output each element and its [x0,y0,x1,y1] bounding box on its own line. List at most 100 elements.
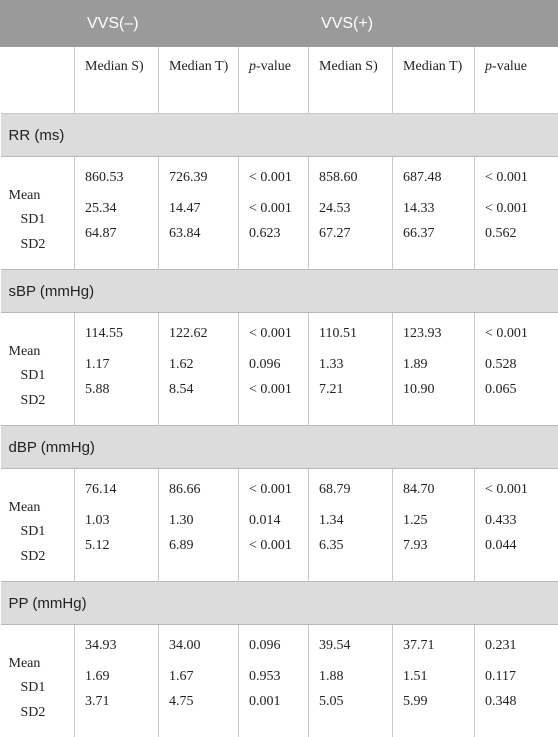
value-mean: 68.79 [319,481,388,512]
value-sd2: < 0.001 [249,537,304,562]
row-label-mean: Mean [7,343,71,367]
value-mean: 110.51 [319,325,388,356]
value-mean: < 0.001 [485,481,555,512]
section-title: RR (ms) [1,114,558,157]
value-sd2: 0.623 [249,225,304,250]
value-sd1: 1.17 [85,356,154,381]
value-sd1: 0.117 [485,668,555,693]
value-sd2: 7.21 [319,381,388,406]
value-sd1: 0.528 [485,356,555,381]
value-sd1: 24.53 [319,200,388,225]
value-mean: 0.096 [249,637,304,668]
value-sd1: 1.62 [169,356,234,381]
value-sd1: 1.30 [169,512,234,537]
value-sd2: 3.71 [85,693,154,718]
value-sd1: 0.953 [249,668,304,693]
row-label-sd2: SD2 [7,548,71,573]
value-mean: 858.60 [319,169,388,200]
value-mean: < 0.001 [249,481,304,512]
col-header-p-value: p-value [475,47,558,114]
value-sd1: 1.25 [403,512,470,537]
value-mean: < 0.001 [485,325,555,356]
value-sd1: 1.88 [319,668,388,693]
value-sd1: 0.433 [485,512,555,537]
row-label-sd2: SD2 [7,704,71,729]
row-label-mean: Mean [7,655,71,679]
value-sd2: 10.90 [403,381,470,406]
value-sd2: 5.88 [85,381,154,406]
row-label-mean: Mean [7,187,71,211]
section-title: dBP (mmHg) [1,426,558,469]
value-mean: < 0.001 [485,169,555,200]
value-sd2: < 0.001 [249,381,304,406]
section-title: sBP (mmHg) [1,270,558,313]
value-sd2: 6.35 [319,537,388,562]
value-mean: 122.62 [169,325,234,356]
value-mean: 726.39 [169,169,234,200]
value-sd2: 5.99 [403,693,470,718]
group-header-vvs-negative: VVS(–) [75,1,309,47]
value-mean: 114.55 [85,325,154,356]
section-header-row: RR (ms) [1,114,558,157]
value-sd1: 1.67 [169,668,234,693]
value-sd1: 0.096 [249,356,304,381]
value-sd2: 8.54 [169,381,234,406]
row-label-sd1: SD1 [7,679,71,704]
col-header-p-value: p-value [239,47,309,114]
p-suffix: -value [256,59,291,74]
value-mean: 37.71 [403,637,470,668]
value-sd2: 66.37 [403,225,470,250]
value-mean: 123.93 [403,325,470,356]
value-mean: 34.00 [169,637,234,668]
value-sd1: 1.51 [403,668,470,693]
value-mean: 84.70 [403,481,470,512]
value-sd2: 6.89 [169,537,234,562]
row-label-sd1: SD1 [7,523,71,548]
section-title: PP (mmHg) [1,582,558,625]
value-sd1: 1.89 [403,356,470,381]
value-mean: < 0.001 [249,325,304,356]
value-sd1: 1.03 [85,512,154,537]
group-header-vvs-positive: VVS(+) [309,1,558,47]
value-sd2: 0.044 [485,537,555,562]
col-header-median-s: Median S) [75,47,159,114]
subheader-blank-cell [1,47,75,114]
value-sd2: 5.05 [319,693,388,718]
p-suffix: -value [492,59,527,74]
row-label-mean: Mean [7,499,71,523]
row-label-sd2: SD2 [7,236,71,261]
value-sd1: 25.34 [85,200,154,225]
p-italic: p [249,59,256,74]
value-sd1: 1.33 [319,356,388,381]
value-sd1: 14.33 [403,200,470,225]
value-sd2: 0.065 [485,381,555,406]
value-mean: 76.14 [85,481,154,512]
value-mean: 0.231 [485,637,555,668]
value-sd2: 0.001 [249,693,304,718]
value-sd1: 1.34 [319,512,388,537]
column-subheader-row: Median S) Median T) p-value Median S) Me… [1,47,558,114]
section-header-row: dBP (mmHg) [1,426,558,469]
p-italic: p [485,59,492,74]
col-header-median-t: Median T) [393,47,475,114]
value-sd2: 7.93 [403,537,470,562]
